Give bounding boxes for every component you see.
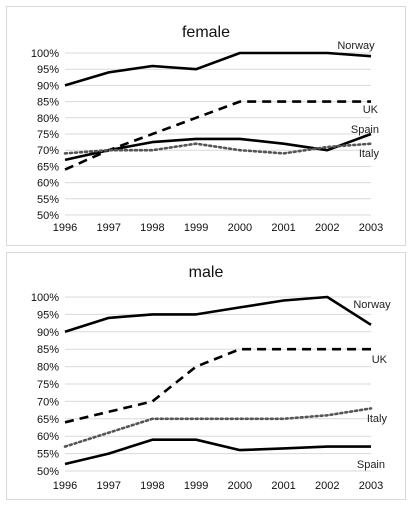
female-x-tick-label: 1998 xyxy=(140,222,164,234)
male-x-tick-label: 2003 xyxy=(359,480,383,492)
male-x-tick-label: 1999 xyxy=(184,480,208,492)
male-y-tick-label: 95% xyxy=(37,309,59,321)
male-chart-title: male xyxy=(189,264,224,281)
female-y-tick-label: 95% xyxy=(37,64,59,76)
male-series-spain-label: Spain xyxy=(357,459,385,471)
female-chart-title: female xyxy=(182,24,230,41)
male-y-tick-label: 75% xyxy=(37,379,59,391)
female-y-tick-label: 100% xyxy=(31,48,59,60)
male-chart-panel: male 100% 95% 90% 85% 80% 75% 70% 65% 60% 55% 50% 19… xyxy=(6,252,406,500)
female-chart-panel: female 100% 95% 90% 85% 80% 75% 70% 65% 60% 55% 50%… xyxy=(6,6,406,246)
female-y-tick-label: 60% xyxy=(37,178,59,190)
female-x-tick-label: 2000 xyxy=(228,222,252,234)
female-y-tick-label: 90% xyxy=(37,80,59,92)
male-series-italy-label: Italy xyxy=(367,413,388,425)
female-series-italy-label: Italy xyxy=(359,148,380,160)
female-series-uk-label: UK xyxy=(363,104,379,116)
female-x-tick-label: 2001 xyxy=(271,222,295,234)
female-x-tick-label: 1996 xyxy=(53,222,77,234)
female-x-tick-label: 1997 xyxy=(96,222,120,234)
female-y-tick-label: 70% xyxy=(37,145,59,157)
male-y-tick-label: 55% xyxy=(37,449,59,461)
female-y-tick-label: 55% xyxy=(37,194,59,206)
male-y-tick-label: 85% xyxy=(37,344,59,356)
male-y-tick-label: 80% xyxy=(37,362,59,374)
female-x-tick-label: 2002 xyxy=(315,222,339,234)
female-y-tick-label: 75% xyxy=(37,129,59,141)
male-x-tick-label: 1997 xyxy=(96,480,120,492)
male-series-norway-label: Norway xyxy=(353,299,391,311)
female-y-tick-label: 80% xyxy=(37,113,59,125)
male-x-tick-label: 2000 xyxy=(228,480,252,492)
female-series-norway-label: Norway xyxy=(337,40,375,52)
female-y-tick-label: 50% xyxy=(37,210,59,222)
male-x-tick-label: 2001 xyxy=(271,480,295,492)
male-series-uk-line xyxy=(65,349,371,422)
female-y-tick-label: 85% xyxy=(37,97,59,109)
female-x-tick-label: 2003 xyxy=(359,222,383,234)
female-series-spain-label: Spain xyxy=(351,124,379,136)
male-x-tick-label: 1996 xyxy=(53,480,77,492)
male-x-tick-label: 1998 xyxy=(140,480,164,492)
male-series-uk-label: UK xyxy=(372,354,388,366)
female-x-tick-label: 1999 xyxy=(184,222,208,234)
male-y-tick-label: 100% xyxy=(31,292,59,304)
male-series-italy-line xyxy=(65,408,371,446)
male-y-tick-label: 60% xyxy=(37,431,59,443)
male-series-spain-line xyxy=(65,440,371,464)
male-x-tick-label: 2002 xyxy=(315,480,339,492)
male-chart-svg: male 100% 95% 90% 85% 80% 75% 70% 65% 60% 55% 50% 19… xyxy=(7,253,405,499)
male-y-tick-label: 70% xyxy=(37,396,59,408)
female-y-tick-label: 65% xyxy=(37,161,59,173)
female-series-uk-line xyxy=(65,102,371,170)
female-chart-svg: female 100% 95% 90% 85% 80% 75% 70% 65% 60% 55% 50%… xyxy=(7,7,405,245)
male-y-tick-label: 90% xyxy=(37,327,59,339)
male-y-tick-label: 50% xyxy=(37,466,59,478)
male-y-tick-label: 65% xyxy=(37,414,59,426)
